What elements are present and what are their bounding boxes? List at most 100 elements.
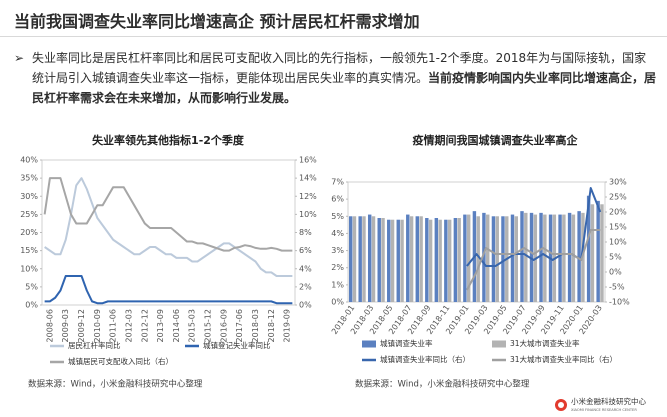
bar: [419, 216, 423, 302]
bar: [406, 214, 410, 302]
y2-tick-label: 25%: [609, 193, 627, 202]
logo-icon-inner: [558, 402, 564, 408]
y2-tick-label: 8%: [299, 228, 312, 237]
bar: [444, 219, 448, 302]
y-tick-label: 4%: [331, 229, 344, 238]
y-tick-label: 6%: [331, 195, 344, 204]
source-note: 数据来源：Wind，小米金融科技研究中心整理: [355, 379, 530, 390]
bar: [400, 219, 404, 302]
y2-tick-label: 10%: [609, 238, 627, 247]
y2-tick-label: 4%: [299, 264, 312, 273]
bar: [352, 216, 357, 302]
x-tick-label: 2015-03: [188, 309, 197, 342]
line-series: [44, 177, 293, 277]
bar: [539, 212, 543, 302]
paragraph-text: 失业率同比是居民杠杆率同比和居民可支配收入同比的先行指标，一般领先1-2个季度。…: [32, 51, 647, 85]
y2-tick-label: -10%: [609, 298, 630, 307]
y-tick-label: 2%: [331, 263, 344, 272]
paragraph: 失业率同比是居民杠杆率同比和居民可支配收入同比的先行指标，一般领先1-2个季度。…: [32, 48, 657, 108]
line-series: [43, 177, 293, 252]
bar: [543, 214, 547, 302]
bar: [476, 216, 480, 302]
bar: [529, 212, 534, 302]
legend-label: 城镇居民可支配收入同比（右）: [68, 356, 173, 366]
y2-tick-label: -5%: [609, 283, 625, 292]
y2-tick-label: 16%: [299, 156, 317, 165]
x-tick-label: 2009-12: [77, 309, 86, 342]
y-tick-label: 35%: [20, 174, 38, 183]
bar: [381, 218, 385, 302]
x-tick-label: 2009-03: [61, 309, 70, 342]
x-tick-label: 2011-06: [109, 309, 118, 342]
legend-label: 城镇调查失业率同比（右）: [380, 354, 470, 364]
bar: [358, 216, 362, 302]
y2-tick-label: 5%: [609, 253, 622, 262]
bar: [362, 216, 366, 302]
x-tick-label: 2018-03: [251, 309, 260, 342]
y-tick-label: 40%: [20, 156, 38, 165]
bar: [586, 195, 591, 302]
bar: [501, 216, 505, 302]
y-tick-label: 25%: [20, 210, 38, 219]
y-tick-label: 1%: [331, 280, 344, 289]
y-tick-label: 10%: [20, 264, 38, 273]
x-tick-label: 2010-09: [93, 309, 102, 342]
logo-subtitle: XIAOMI FINANCE RESEARCH CENTER: [571, 408, 637, 412]
bar: [596, 200, 600, 302]
y-tick-label: 5%: [25, 282, 38, 291]
bar: [453, 218, 458, 302]
y-tick-label: 20%: [20, 228, 38, 237]
x-tick-label: 2015-12: [204, 309, 213, 342]
bar: [571, 214, 576, 302]
x-tick-label: 2018-12: [267, 309, 276, 342]
bar: [520, 211, 524, 302]
chart-title: 疫情期间我国城镇调查失业率高企: [413, 133, 579, 147]
legend-label: 城镇调查失业率: [380, 338, 433, 348]
bar: [371, 216, 376, 302]
bar: [600, 204, 604, 302]
y2-tick-label: 0%: [299, 301, 312, 310]
y-tick-label: 15%: [20, 246, 38, 255]
legend-label: 31大城市调查失业率同比（右）: [510, 354, 617, 364]
bullet: ➢: [14, 51, 25, 65]
bar: [482, 212, 486, 302]
x-tick-label: 2008-06: [45, 309, 54, 342]
y-tick-label: 3%: [331, 246, 344, 255]
bar: [524, 212, 528, 302]
x-tick-label: 2014-06: [172, 309, 181, 342]
bar: [486, 214, 490, 302]
bar: [390, 219, 395, 302]
source-note: 数据来源：Wind，小米金融科技研究中心整理: [28, 379, 203, 390]
bar: [577, 211, 581, 302]
bar: [567, 212, 572, 302]
y2-tick-label: 15%: [609, 223, 627, 232]
y-tick-label: 0%: [25, 301, 38, 310]
x-tick-label: 2017-06: [235, 309, 244, 342]
line-series: [44, 275, 293, 305]
y-tick-label: 7%: [331, 178, 344, 187]
slide-title: 当前我国调查失业率同比增速高企 预计居民杠杆需求增加: [14, 12, 420, 31]
bar: [434, 218, 439, 302]
bar: [425, 218, 429, 302]
legend-label: 31大城市调查失业率: [510, 338, 580, 348]
y-tick-label: 5%: [331, 212, 344, 221]
bar: [367, 214, 372, 302]
y2-tick-label: 20%: [609, 208, 627, 217]
y-tick-label: 30%: [20, 192, 38, 201]
y2-tick-label: 12%: [299, 192, 317, 201]
bar: [387, 219, 391, 302]
x-tick-label: 2019-09: [283, 309, 292, 342]
line-series: [466, 229, 601, 291]
bar: [409, 216, 414, 302]
paragraph-emphasis: 当前疫情影响国内失业率同比增速高企，居民杠杆率需求会在未来增加，从而影响行业发展…: [32, 71, 657, 105]
bar: [447, 219, 452, 302]
chart-title: 失业率领先其他指标1-2个季度: [92, 133, 245, 147]
bar: [348, 216, 353, 302]
x-tick-label: 2012-03: [124, 309, 133, 342]
legend-swatch: [362, 340, 376, 348]
bar: [491, 216, 496, 302]
title-rule: [0, 36, 667, 37]
bar: [514, 216, 519, 302]
